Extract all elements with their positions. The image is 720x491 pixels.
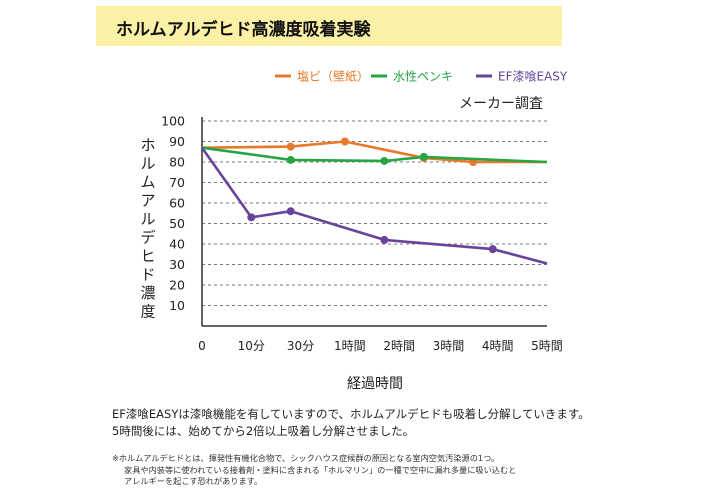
y-axis-label-char: 濃 [140, 284, 155, 302]
legend-label: 水性ペンキ [393, 70, 453, 84]
x-tick-label: 2時間 [383, 339, 415, 353]
chart-annotation: メーカー調査 [459, 96, 543, 112]
title-banner: ホルムアルデヒド高濃度吸着実験 [96, 6, 562, 46]
y-tick-label: 60 [169, 196, 185, 211]
legend: 塩ビ（壁紙） 水性ペンキ EF漆喰EASY [275, 69, 568, 84]
footnote-line: アレルギーを起こす恐れがあります。 [124, 476, 263, 486]
data-point [380, 156, 389, 165]
y-tick-label: 50 [169, 216, 185, 231]
data-point [380, 235, 389, 244]
y-axis-label-char: ル [140, 155, 155, 173]
data-point [286, 142, 295, 151]
data-point [286, 155, 295, 164]
y-axis-label-char: 度 [140, 303, 155, 321]
legend-label: 塩ビ（壁紙） [297, 69, 369, 84]
y-tick-label: 100 [161, 114, 185, 129]
y-axis-label-char: ム [140, 173, 155, 191]
description: EF漆喰EASYは漆喰機能を有していますので、ホルムアルデヒドも吸着し分解してい… [112, 406, 590, 440]
footnote-line: 家具や内装等に使われている接着剤・塗料に含まれる「ホルマリン」の一種で空中に漏れ… [124, 464, 517, 475]
x-tick-label: 30分 [287, 339, 314, 353]
series-line [201, 140, 547, 164]
chart: 10 20 30 40 50 60 70 80 90 100 0 10分 30分 1時間 2時間 3時間 4時… [140, 69, 568, 393]
y-axis-label-char: ア [140, 192, 155, 210]
footnote: ※ホルムアルデヒドとは、揮発性有機化合物で、シックハウス症候群の原因となる室内空… [112, 453, 516, 488]
data-point [340, 137, 349, 146]
y-axis-label-char: ル [140, 210, 155, 228]
series-line [201, 146, 548, 164]
description-line: EF漆喰EASYは漆喰機能を有していますので、ホルムアルデヒドも吸着し分解してい… [112, 407, 590, 421]
x-tick-label: 1時間 [334, 339, 366, 353]
y-axis-label-char: ド [140, 266, 155, 284]
x-tick-label: 0 [198, 339, 206, 353]
y-tick-label: 70 [169, 175, 185, 190]
data-point [419, 152, 428, 161]
y-axis-label-char: ヒ [140, 247, 155, 265]
y-axis-label-char: ホ [140, 136, 155, 154]
axes [201, 117, 547, 327]
chart-title: ホルムアルデヒド高濃度吸着実験 [116, 20, 371, 40]
data-point [247, 213, 256, 222]
y-tick-label: 20 [169, 278, 185, 293]
y-axis-label-char: デ [140, 229, 155, 247]
y-tick-label: 10 [169, 298, 185, 313]
x-tick-label: 4時間 [482, 339, 514, 353]
x-tick-label: 10分 [238, 339, 265, 353]
description-line: 5時間後には、始めてから2倍以上吸着し分解させました。 [112, 424, 415, 438]
x-tick-label: 5時間 [531, 339, 563, 353]
data-point [488, 245, 497, 254]
series-lines [200, 137, 548, 265]
y-tick-labels: 10 20 30 40 50 60 70 80 90 100 [161, 114, 185, 314]
x-axis-label: 経過時間 [347, 376, 403, 392]
y-tick-label: 40 [169, 237, 185, 252]
y-tick-label: 80 [169, 155, 185, 170]
legend-label: EF漆喰EASY [498, 69, 568, 84]
data-point [286, 207, 295, 216]
footnote-line: ※ホルムアルデヒドとは、揮発性有機化合物で、シックハウス症候群の原因となる室内空… [112, 453, 500, 463]
series-line [200, 146, 548, 265]
x-tick-label: 3時間 [433, 339, 465, 353]
y-tick-label: 30 [169, 257, 185, 272]
x-tick-labels: 0 10分 30分 1時間 2時間 3時間 4時間 5時間 [198, 339, 563, 353]
y-tick-label: 90 [169, 134, 185, 149]
